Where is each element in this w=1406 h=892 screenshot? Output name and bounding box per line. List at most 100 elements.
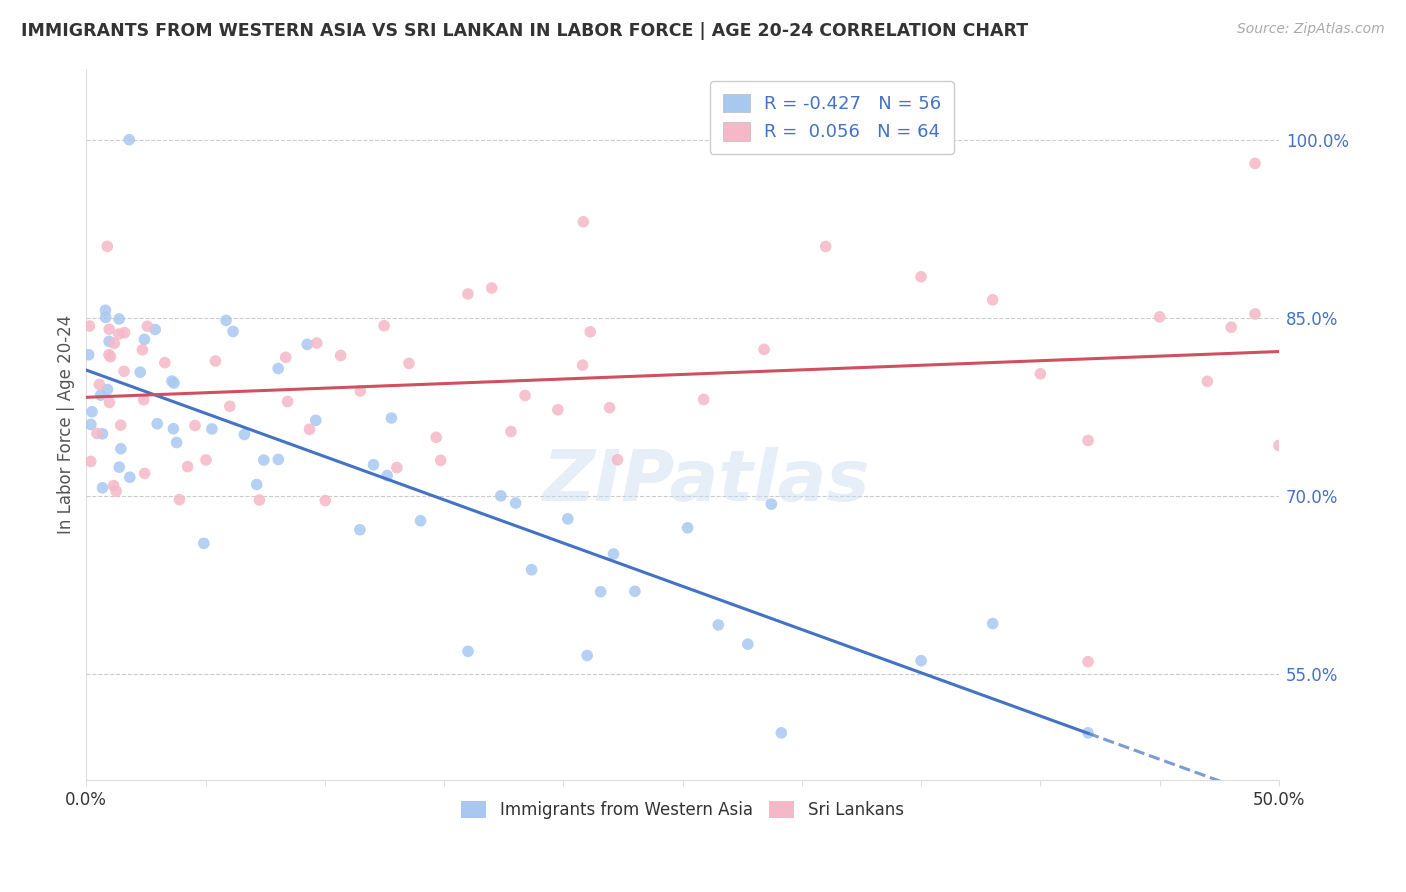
Point — [108, 326, 131, 341]
Point — [89, 377, 111, 392]
Point — [572, 215, 595, 229]
Point — [98, 395, 121, 409]
Point — [218, 399, 240, 413]
Point — [1244, 156, 1267, 170]
Point — [80, 405, 103, 419]
Point — [707, 618, 730, 632]
Point — [277, 394, 299, 409]
Text: ZIPatlas: ZIPatlas — [543, 447, 870, 516]
Point — [373, 318, 395, 333]
Point — [247, 493, 270, 508]
Point — [1197, 374, 1219, 388]
Point — [513, 388, 536, 402]
Point — [176, 459, 198, 474]
Point — [375, 468, 398, 483]
Point — [267, 361, 290, 376]
Point — [305, 336, 328, 351]
Point — [297, 337, 319, 351]
Point — [409, 514, 432, 528]
Point — [136, 319, 159, 334]
Point — [79, 318, 101, 333]
Point — [184, 418, 207, 433]
Point — [737, 637, 759, 651]
Point — [108, 460, 131, 475]
Point — [1268, 438, 1291, 452]
Point — [314, 493, 336, 508]
Y-axis label: In Labor Force | Age 20-24: In Labor Force | Age 20-24 — [58, 315, 75, 534]
Point — [606, 452, 628, 467]
Point — [349, 384, 371, 398]
Point — [489, 489, 512, 503]
Point — [160, 374, 183, 388]
Point — [1077, 434, 1099, 448]
Point — [94, 310, 117, 325]
Point — [1077, 655, 1099, 669]
Point — [91, 426, 114, 441]
Point — [103, 478, 125, 492]
Point — [108, 312, 131, 326]
Point — [201, 422, 224, 436]
Point — [105, 484, 128, 499]
Point — [1220, 320, 1243, 334]
Point — [129, 365, 152, 379]
Point — [363, 458, 385, 472]
Text: Source: ZipAtlas.com: Source: ZipAtlas.com — [1237, 22, 1385, 37]
Point — [398, 356, 420, 370]
Point — [163, 376, 186, 390]
Point — [153, 356, 176, 370]
Point — [624, 584, 647, 599]
Point — [96, 239, 118, 253]
Point — [77, 348, 100, 362]
Point — [457, 644, 479, 658]
Point — [86, 426, 108, 441]
Point — [134, 332, 156, 346]
Point — [481, 281, 503, 295]
Legend: Immigrants from Western Asia, Sri Lankans: Immigrants from Western Asia, Sri Lankan… — [454, 794, 911, 825]
Point — [547, 402, 569, 417]
Point — [96, 383, 118, 397]
Point — [193, 536, 215, 550]
Point — [981, 616, 1004, 631]
Point — [589, 584, 612, 599]
Point — [80, 417, 103, 432]
Point — [274, 351, 297, 365]
Point — [429, 453, 451, 467]
Point — [195, 453, 218, 467]
Point — [910, 654, 932, 668]
Point — [557, 512, 579, 526]
Point — [169, 492, 191, 507]
Point — [103, 336, 125, 351]
Point — [94, 303, 117, 318]
Point — [143, 322, 166, 336]
Point — [425, 430, 447, 444]
Point — [602, 547, 624, 561]
Point — [246, 477, 269, 491]
Point — [305, 413, 328, 427]
Point — [114, 326, 136, 340]
Point — [98, 322, 121, 336]
Point — [90, 388, 112, 402]
Point — [385, 460, 408, 475]
Point — [222, 325, 245, 339]
Point — [579, 325, 602, 339]
Point — [599, 401, 621, 415]
Point — [204, 354, 226, 368]
Point — [80, 454, 103, 468]
Point — [134, 467, 156, 481]
Point — [253, 453, 276, 467]
Point — [981, 293, 1004, 307]
Point — [98, 334, 121, 349]
Point — [298, 422, 321, 436]
Point — [576, 648, 599, 663]
Point — [112, 364, 135, 378]
Point — [215, 313, 238, 327]
Point — [91, 481, 114, 495]
Point — [910, 269, 932, 284]
Point — [146, 417, 169, 431]
Point — [166, 435, 188, 450]
Point — [118, 470, 141, 484]
Point — [233, 427, 256, 442]
Point — [380, 411, 402, 425]
Point — [520, 563, 543, 577]
Point — [100, 350, 122, 364]
